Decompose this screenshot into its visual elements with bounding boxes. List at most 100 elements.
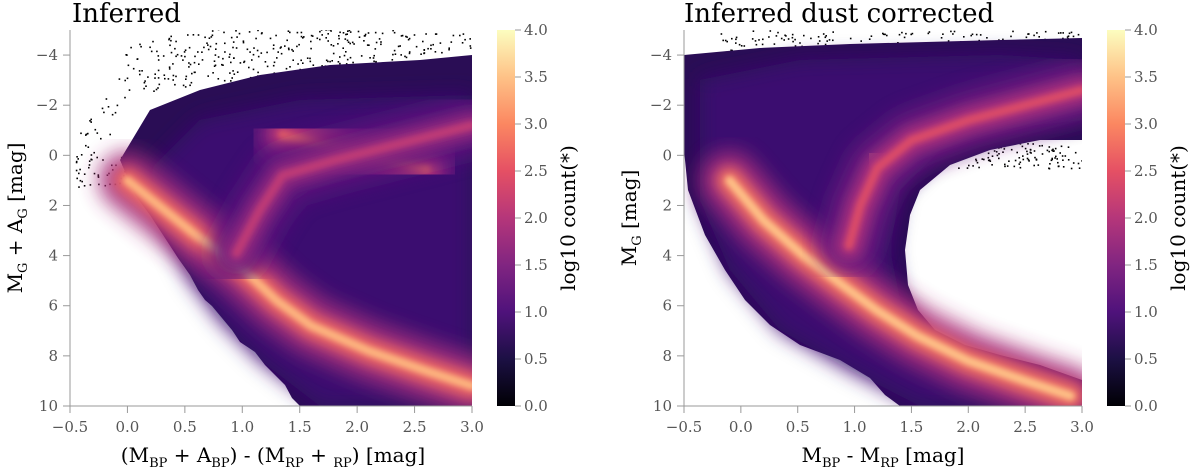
colorbar-tick-label: 0.0 (1134, 397, 1158, 415)
outlier-point (350, 16, 352, 18)
outlier-point (439, 9, 441, 11)
outlier-point (346, 19, 348, 21)
outlier-point (439, 13, 441, 15)
outlier-point (393, 14, 395, 16)
outlier-point (1054, 157, 1056, 159)
colorbar-tick-label: 3.0 (524, 115, 548, 133)
outlier-point (428, 18, 430, 20)
outlier-point (1034, 150, 1036, 152)
outlier-point (333, 53, 335, 55)
outlier-point (1028, 160, 1030, 162)
outlier-point (428, 15, 430, 17)
panel-dust-corrected: Inferred dust corrected −0.5 0.0 0.5 1.0 1.5… (617, 0, 1190, 468)
outlier-point (399, 45, 401, 47)
outlier-point (251, 59, 253, 61)
outlier-point (185, 78, 187, 80)
outlier-point (350, 57, 352, 59)
outlier-point (273, 65, 275, 67)
outlier-point (1062, 159, 1064, 161)
outlier-point (860, 40, 862, 42)
colorbar-tick-label: 2.5 (1134, 162, 1158, 180)
outlier-point (234, 73, 236, 75)
outlier-point (147, 76, 149, 78)
outlier-point (364, 13, 366, 15)
outlier-point (139, 70, 141, 72)
outlier-point (430, 45, 432, 47)
outlier-point (336, 21, 338, 23)
x-tick-label: 1.5 (288, 418, 312, 436)
outlier-point (379, 38, 381, 40)
outlier-point (89, 160, 91, 162)
outlier-point (762, 39, 764, 41)
outlier-point (85, 145, 87, 147)
y-tick-label: −2 (650, 96, 672, 114)
outlier-point (85, 134, 87, 136)
outlier-point (975, 159, 977, 161)
outlier-point (310, 61, 312, 63)
outlier-point (735, 39, 737, 41)
outlier-point (286, 68, 288, 70)
outlier-point (430, 48, 432, 50)
outlier-point (137, 58, 139, 60)
outlier-point (294, 24, 296, 26)
outlier-point (425, 33, 427, 35)
outlier-point (260, 23, 262, 25)
outlier-point (321, 34, 323, 36)
outlier-point (273, 44, 275, 46)
outlier-point (1028, 33, 1030, 35)
outlier-point (1036, 159, 1038, 161)
outlier-point (398, 46, 400, 48)
outlier-point (369, 17, 371, 19)
outlier-point (363, 14, 365, 16)
outlier-point (419, 12, 421, 14)
outlier-point (93, 152, 95, 154)
outlier-point (301, 32, 303, 34)
outlier-point (1063, 166, 1065, 168)
outlier-point (441, 52, 443, 54)
outlier-point (348, 41, 350, 43)
outlier-point (406, 36, 408, 38)
x-tick-label: 0.5 (173, 418, 197, 436)
outlier-point (277, 51, 279, 53)
outlier-point (453, 35, 455, 37)
outlier-point (159, 84, 161, 86)
outlier-point (185, 49, 187, 51)
outlier-point (427, 24, 429, 26)
outlier-point (438, 18, 440, 20)
outlier-point (1039, 145, 1041, 147)
panel-title: Inferred dust corrected (684, 0, 994, 29)
outlier-point (1030, 149, 1032, 151)
outlier-point (825, 37, 827, 39)
outlier-point (327, 33, 329, 35)
outlier-point (454, 21, 456, 23)
outlier-point (224, 51, 226, 53)
x-tick-label: 0.5 (786, 418, 810, 436)
outlier-point (994, 150, 996, 152)
outlier-point (345, 51, 347, 53)
outlier-point (1002, 151, 1004, 153)
outlier-point (435, 51, 437, 53)
colorbar-tick-label: 1.0 (1134, 303, 1158, 321)
y-axis-label: MG [mag] (617, 170, 645, 267)
outlier-point (462, 42, 464, 44)
outlier-point (350, 31, 352, 33)
outlier-point (1030, 152, 1032, 154)
y-tick-label: 4 (48, 247, 58, 265)
outlier-point (218, 56, 220, 58)
outlier-point (1041, 145, 1043, 147)
outlier-point (1015, 160, 1017, 162)
outlier-point (231, 77, 233, 79)
outlier-point (420, 3, 422, 5)
outlier-point (169, 45, 171, 47)
outlier-point (347, 59, 349, 61)
outlier-point (1004, 166, 1006, 168)
outlier-point (198, 63, 200, 65)
outlier-point (361, 55, 363, 57)
outlier-point (1062, 32, 1064, 34)
outlier-point (365, 14, 367, 16)
colorbar (1107, 30, 1125, 406)
outlier-point (373, 55, 375, 57)
outlier-point (1055, 148, 1057, 150)
outlier-point (443, 25, 445, 27)
outlier-point (976, 34, 978, 36)
